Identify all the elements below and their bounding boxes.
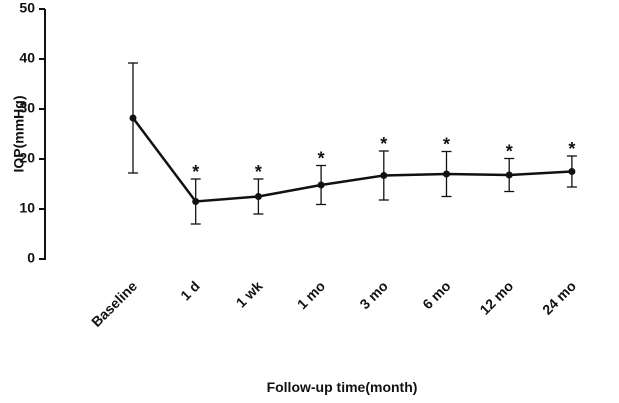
point xyxy=(192,198,200,205)
point xyxy=(129,114,137,122)
line xyxy=(132,117,572,203)
y-tick-label: 30 xyxy=(19,100,35,116)
x-tick-label: 24 mo xyxy=(539,278,579,318)
significance-marker: * xyxy=(506,142,513,162)
y-tick-label: 40 xyxy=(19,50,35,66)
y-tick-label: 50 xyxy=(19,0,35,16)
x-tick-label: 1 d xyxy=(177,278,203,304)
x-axis-title: Follow-up time(month) xyxy=(267,379,418,395)
x-tick-label: 12 mo xyxy=(476,278,516,318)
y-tick-label: 0 xyxy=(27,250,35,266)
significance-marker: * xyxy=(443,135,450,155)
significance-marker: * xyxy=(568,139,575,159)
significance-marker: * xyxy=(255,162,262,182)
point xyxy=(505,171,513,179)
significance-marker: * xyxy=(380,134,387,154)
point xyxy=(443,170,450,178)
x-tick-label: Baseline xyxy=(88,278,140,330)
point xyxy=(380,172,388,179)
point xyxy=(254,193,262,200)
significance-marker: * xyxy=(192,162,199,182)
x-tick-label: 6 mo xyxy=(419,278,453,312)
point xyxy=(568,168,576,175)
y-tick-label: 10 xyxy=(19,200,35,216)
y-tick-label: 20 xyxy=(19,150,35,166)
x-tick-label: 1 mo xyxy=(294,278,328,312)
point xyxy=(317,181,325,189)
x-tick-label: 1 wk xyxy=(233,278,266,311)
significance-marker: * xyxy=(318,149,325,169)
x-tick-label: 3 mo xyxy=(356,278,390,312)
y-axis-title: IOP(mmHg) xyxy=(11,96,27,173)
